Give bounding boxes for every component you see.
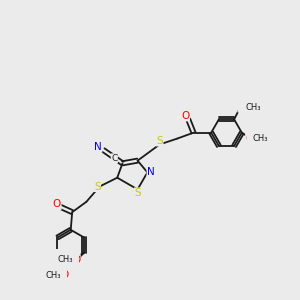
Text: C: C <box>111 154 117 163</box>
Text: N: N <box>94 142 102 152</box>
Text: S: S <box>156 136 163 146</box>
Text: CH₃: CH₃ <box>245 103 260 112</box>
Text: CH₃: CH₃ <box>58 255 73 264</box>
Text: N: N <box>147 167 155 177</box>
Text: S: S <box>94 182 101 191</box>
Text: O: O <box>60 270 68 280</box>
Text: CH₃: CH₃ <box>46 271 61 280</box>
Text: O: O <box>53 200 61 209</box>
Text: O: O <box>246 134 254 144</box>
Text: O: O <box>181 111 189 121</box>
Text: CH₃: CH₃ <box>253 134 268 143</box>
Text: S: S <box>134 188 141 198</box>
Text: O: O <box>72 254 80 265</box>
Text: O: O <box>238 102 246 112</box>
